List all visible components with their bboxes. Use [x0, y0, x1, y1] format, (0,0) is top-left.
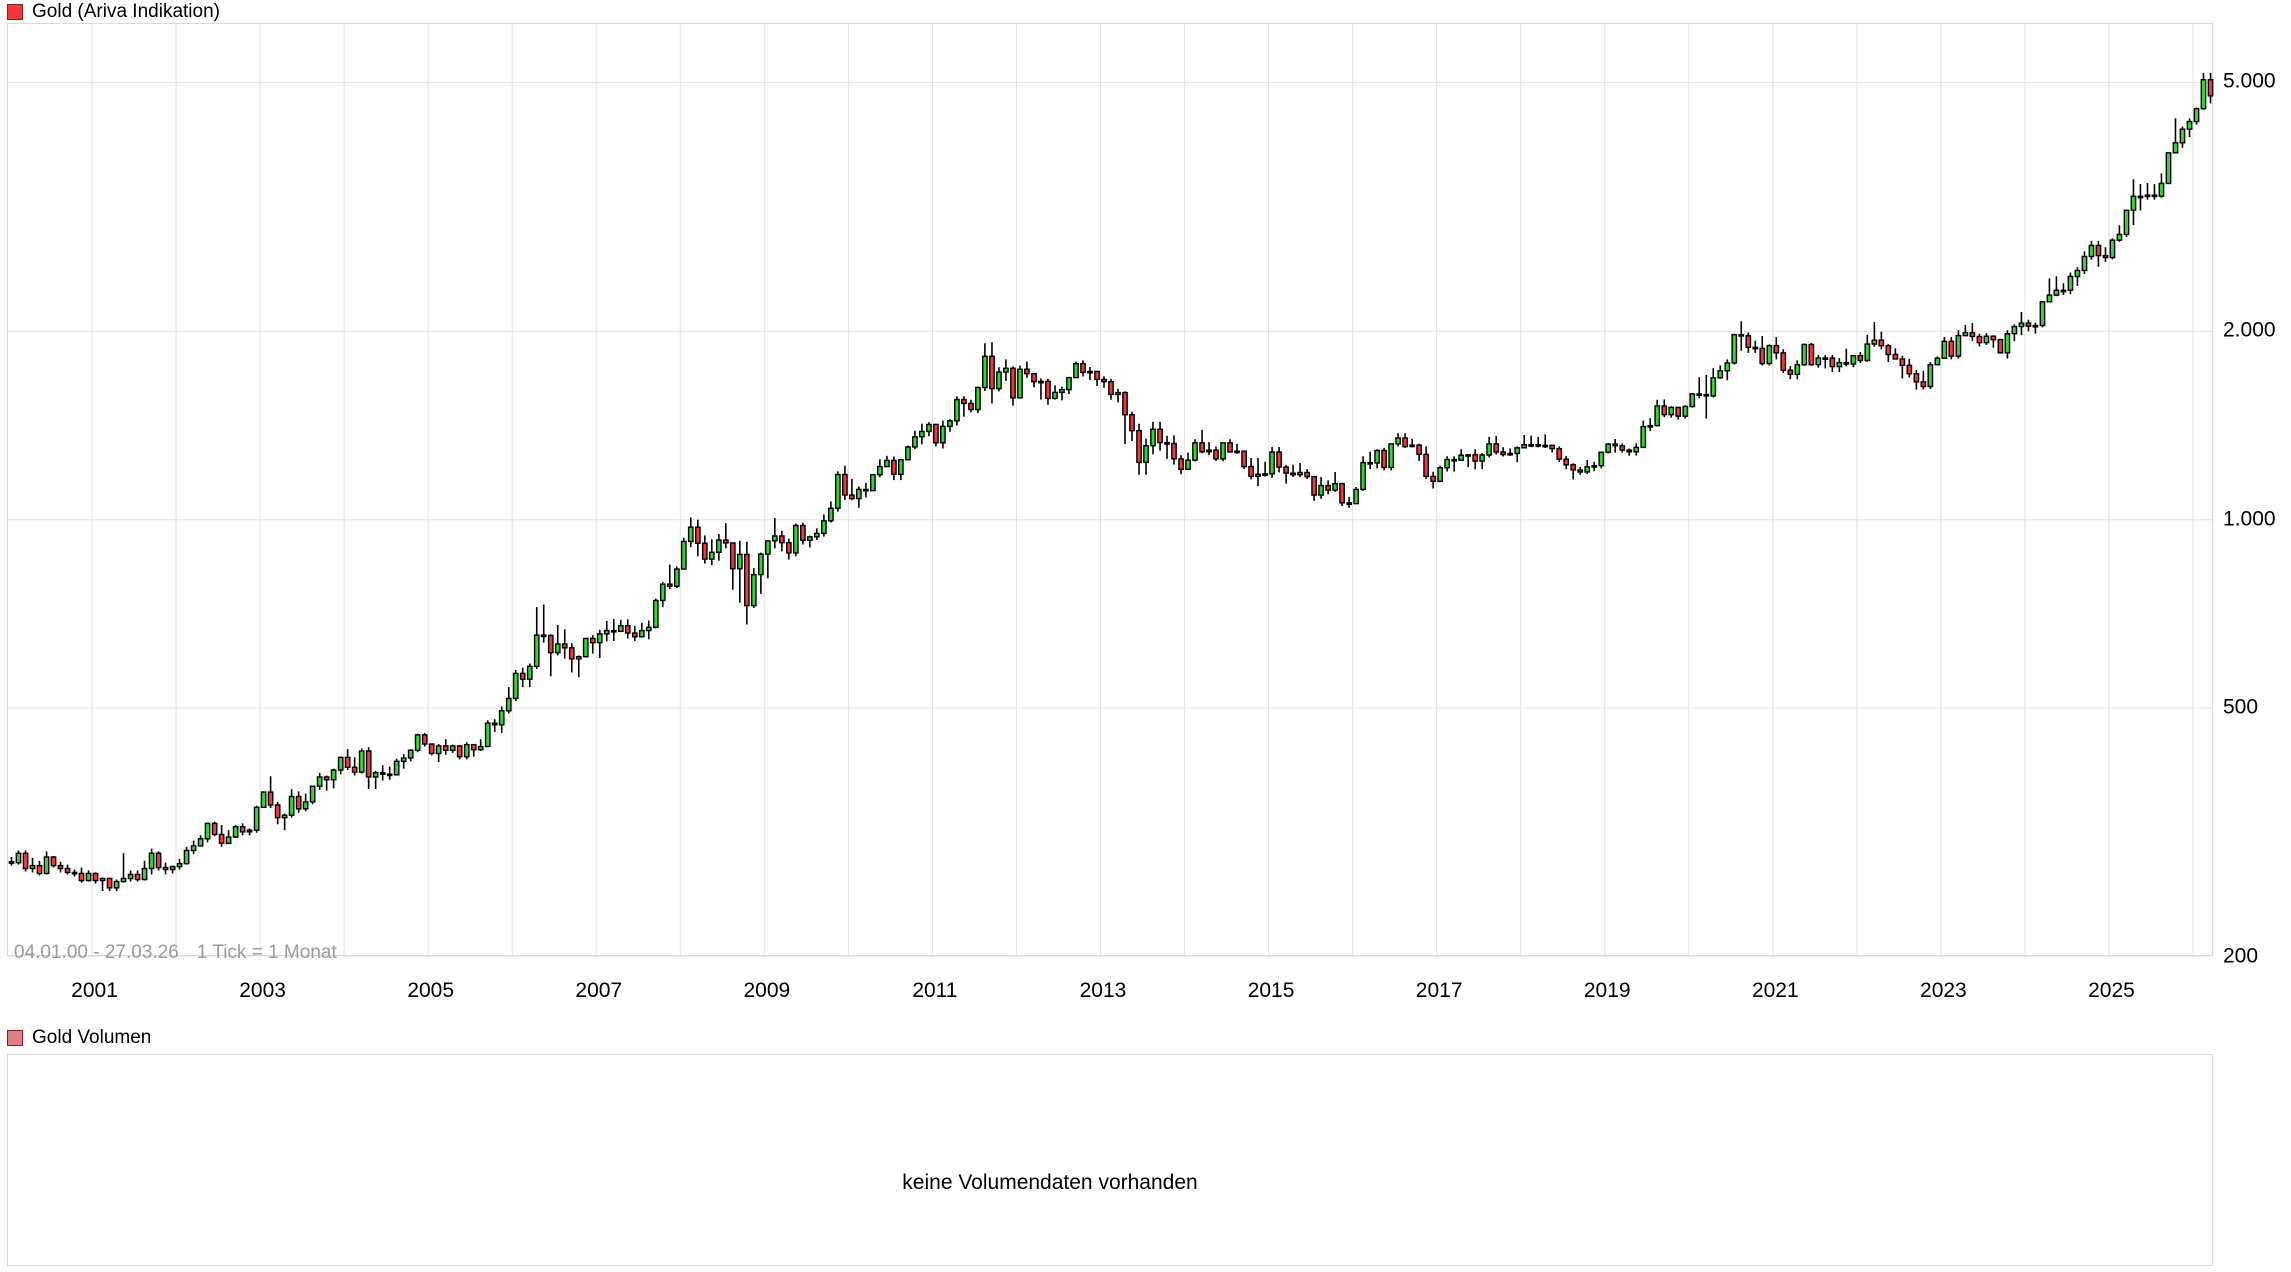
x-axis-tick-2005: 2005: [407, 979, 455, 1002]
x-axis-tick-2007: 2007: [575, 979, 623, 1002]
x-axis-tick-2021: 2021: [1751, 979, 1799, 1002]
range-tick-info: 1 Tick = 1 Monat: [196, 942, 337, 963]
price-legend-label: Gold (Ariva Indikation): [32, 1, 220, 22]
y-axis-tick-500: 500: [2223, 695, 2259, 719]
volume-empty-text: keine Volumendaten vorhanden: [902, 1171, 1198, 1194]
x-axis-tick-2001: 2001: [71, 979, 118, 1002]
price-legend[interactable]: Gold (Ariva Indikation): [7, 2, 220, 21]
y-axis-tick-2000: 2.000: [2223, 318, 2276, 342]
x-axis-tick-2003: 2003: [239, 979, 286, 1002]
x-axis-tick-2025: 2025: [2088, 979, 2135, 1002]
candlestick-plot: [8, 24, 2214, 957]
x-axis-tick-2009: 2009: [743, 979, 791, 1002]
y-axis-tick-5000: 5.000: [2223, 69, 2276, 93]
volume-chart-panel[interactable]: keine Volumendaten vorhanden: [7, 1054, 2213, 1266]
range-caption: 04.01.00 - 27.03.26 1 Tick = 1 Monat: [14, 943, 337, 962]
y-axis-tick-1000: 1.000: [2223, 507, 2276, 531]
price-chart-panel[interactable]: [7, 23, 2214, 957]
x-axis-tick-2011: 2011: [912, 979, 958, 1002]
y-axis-tick-200: 200: [2223, 944, 2259, 968]
volume-legend[interactable]: Gold Volumen: [7, 1028, 151, 1047]
x-axis-tick-2013: 2013: [1079, 979, 1127, 1002]
legend-square-icon: [7, 3, 23, 20]
volume-legend-label: Gold Volumen: [32, 1027, 152, 1048]
legend-square-icon: [7, 1029, 23, 1046]
x-axis-tick-2019: 2019: [1583, 979, 1631, 1002]
volume-empty-message: keine Volumendaten vorhanden: [8, 1172, 2212, 1193]
x-axis-tick-2017: 2017: [1415, 979, 1463, 1002]
x-axis-tick-2015: 2015: [1247, 979, 1295, 1002]
range-period: 04.01.00 - 27.03.26: [14, 942, 179, 963]
x-axis-tick-2023: 2023: [1920, 979, 1967, 1002]
